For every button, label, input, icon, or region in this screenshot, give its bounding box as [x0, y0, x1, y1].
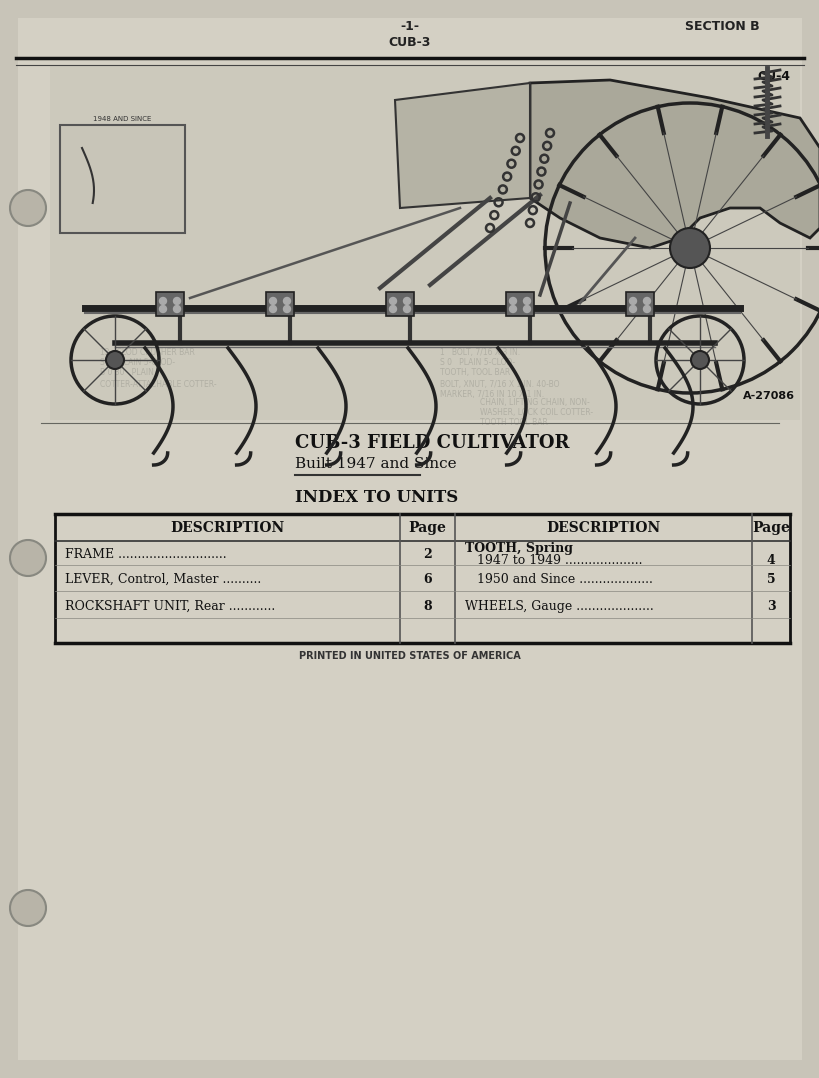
Text: 1947 to 1949 ....................: 1947 to 1949 ....................	[477, 553, 642, 567]
Circle shape	[403, 305, 410, 313]
Text: 6: 6	[423, 572, 432, 585]
Circle shape	[160, 305, 166, 313]
Text: Built 1947 and Since: Built 1947 and Since	[295, 457, 456, 471]
Circle shape	[106, 351, 124, 369]
Text: CHAIN, LIFTING CHAIN, NON-: CHAIN, LIFTING CHAIN, NON-	[479, 398, 589, 406]
Text: Page: Page	[408, 521, 446, 535]
Circle shape	[269, 298, 276, 304]
Circle shape	[10, 890, 46, 926]
Text: SECTION B: SECTION B	[685, 19, 759, 32]
Text: Page: Page	[751, 521, 789, 535]
Circle shape	[10, 190, 46, 226]
FancyBboxPatch shape	[60, 125, 185, 233]
Circle shape	[690, 351, 708, 369]
Text: CU-4: CU-4	[756, 69, 789, 83]
Text: 2: 2	[423, 548, 432, 561]
FancyBboxPatch shape	[265, 292, 294, 316]
Circle shape	[283, 298, 290, 304]
Circle shape	[389, 298, 396, 304]
Text: PRINTED IN UNITED STATES OF AMERICA: PRINTED IN UNITED STATES OF AMERICA	[299, 651, 520, 661]
Text: TOOTH, TOOL BAR: TOOTH, TOOL BAR	[440, 368, 509, 376]
Text: COTTER-ATTACHABLE COTTER-: COTTER-ATTACHABLE COTTER-	[100, 379, 216, 388]
Circle shape	[10, 540, 46, 576]
Text: A-27086: A-27086	[742, 391, 794, 401]
Text: 8: 8	[423, 599, 432, 612]
Text: S 0   PLAIN 5-CLOD-: S 0 PLAIN 5-CLOD-	[440, 358, 514, 367]
Text: S 0   PLAIN 5-CLOD-: S 0 PLAIN 5-CLOD-	[100, 358, 175, 367]
Text: FRAME ............................: FRAME ............................	[65, 548, 226, 561]
Text: 1948 AND SINCE: 1948 AND SINCE	[93, 116, 151, 122]
Circle shape	[509, 298, 516, 304]
Text: 4: 4	[766, 553, 775, 567]
Circle shape	[669, 229, 709, 268]
Text: 3: 3	[766, 599, 775, 612]
Text: 1950 and Since ...................: 1950 and Since ...................	[477, 572, 652, 585]
Text: INDEX TO UNITS: INDEX TO UNITS	[295, 488, 458, 506]
Text: DESCRIPTION: DESCRIPTION	[545, 521, 660, 535]
Text: 12   CLOD CRUSHER BAR: 12 CLOD CRUSHER BAR	[100, 347, 195, 357]
Circle shape	[283, 305, 290, 313]
Circle shape	[523, 298, 530, 304]
FancyBboxPatch shape	[18, 18, 801, 1060]
Text: TOOTH TOOL BAR: TOOTH TOOL BAR	[479, 417, 547, 427]
Text: TOOTH, Spring: TOOTH, Spring	[464, 541, 572, 554]
Text: WHEELS, Gauge ....................: WHEELS, Gauge ....................	[464, 599, 653, 612]
Circle shape	[403, 298, 410, 304]
FancyBboxPatch shape	[156, 292, 183, 316]
Circle shape	[174, 305, 180, 313]
FancyBboxPatch shape	[625, 292, 654, 316]
Polygon shape	[395, 83, 529, 208]
Circle shape	[629, 305, 636, 313]
Text: CUB-3: CUB-3	[388, 36, 431, 49]
Circle shape	[629, 298, 636, 304]
Circle shape	[643, 305, 649, 313]
Circle shape	[643, 298, 649, 304]
Circle shape	[523, 305, 530, 313]
FancyBboxPatch shape	[505, 292, 533, 316]
Text: ROCKSHAFT UNIT, Rear ............: ROCKSHAFT UNIT, Rear ............	[65, 599, 275, 612]
Polygon shape	[529, 80, 819, 248]
Circle shape	[174, 298, 180, 304]
Text: 1   BOLT, 7/16 X 3 IN.: 1 BOLT, 7/16 X 3 IN.	[440, 347, 519, 357]
Text: DESCRIPTION: DESCRIPTION	[170, 521, 284, 535]
Circle shape	[269, 305, 276, 313]
Text: MARKER, 7/16 IN 10 X 1 IN.: MARKER, 7/16 IN 10 X 1 IN.	[440, 389, 544, 399]
Text: B 0 30   PLAIN: B 0 30 PLAIN	[100, 368, 154, 376]
Text: 5: 5	[766, 572, 775, 585]
Text: CUB-3 FIELD CULTIVATOR: CUB-3 FIELD CULTIVATOR	[295, 434, 569, 452]
FancyBboxPatch shape	[386, 292, 414, 316]
Text: BOLT, XNUT, 7/16 X 1 IN. 40-BO: BOLT, XNUT, 7/16 X 1 IN. 40-BO	[440, 379, 559, 388]
Circle shape	[389, 305, 396, 313]
Text: WASHER, LOCK COIL COTTER-: WASHER, LOCK COIL COTTER-	[479, 407, 592, 416]
Text: -1-: -1-	[400, 19, 419, 32]
Circle shape	[509, 305, 516, 313]
Text: LEVER, Control, Master ..........: LEVER, Control, Master ..........	[65, 572, 261, 585]
FancyBboxPatch shape	[50, 65, 799, 420]
Circle shape	[160, 298, 166, 304]
